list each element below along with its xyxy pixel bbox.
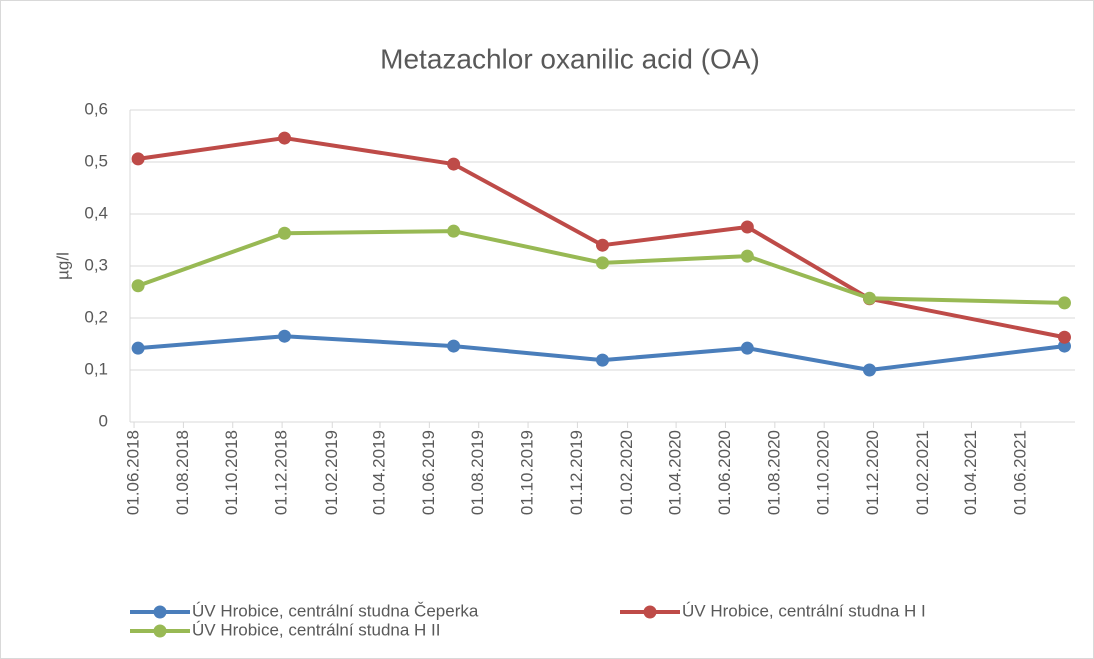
legend-marker — [643, 605, 657, 619]
legend-label: ÚV Hrobice, centrální studna H II — [192, 620, 441, 639]
x-tick-label: 01.04.2020 — [666, 430, 685, 515]
x-tick-label: 01.08.2019 — [468, 430, 487, 515]
x-tick-label: 01.08.2018 — [173, 430, 192, 515]
data-point — [596, 353, 609, 367]
x-tick-label: 01.06.2018 — [124, 430, 143, 515]
data-point — [740, 341, 754, 355]
x-tick-label: 01.02.2020 — [617, 430, 636, 515]
data-point — [862, 363, 876, 377]
x-tick-label: 01.10.2019 — [518, 430, 537, 515]
x-tick-label: 01.12.2019 — [567, 430, 586, 515]
x-tick-label: 01.06.2020 — [715, 430, 734, 515]
x-tick-label: 01.04.2019 — [369, 430, 388, 515]
data-point — [278, 131, 292, 145]
data-point — [596, 238, 609, 252]
x-tick-label: 01.06.2019 — [419, 430, 438, 515]
data-point — [740, 249, 754, 263]
x-tick-label: 01.02.2021 — [913, 430, 932, 515]
x-tick-label: 01.12.2020 — [863, 430, 882, 515]
legend-marker — [153, 605, 167, 619]
y-tick-label: 0 — [99, 411, 108, 430]
data-point — [447, 224, 461, 238]
x-tick-label: 01.10.2018 — [222, 430, 241, 515]
data-point — [278, 226, 292, 240]
y-tick-label: 0,2 — [84, 307, 108, 326]
chart-title: Metazachlor oxanilic acid (OA) — [380, 43, 760, 74]
x-tick-label: 01.02.2019 — [322, 430, 341, 515]
y-tick-label: 0,1 — [84, 359, 108, 378]
y-axis-label: µg/l — [53, 252, 72, 280]
data-point — [447, 157, 461, 171]
x-tick-label: 01.04.2021 — [961, 430, 980, 515]
data-point — [596, 256, 609, 270]
data-point — [1057, 330, 1071, 344]
y-tick-label: 0,5 — [84, 151, 108, 170]
x-tick-label: 01.10.2020 — [814, 430, 833, 515]
x-tick-label: 01.12.2018 — [272, 430, 291, 515]
y-tick-label: 0,6 — [84, 99, 108, 118]
y-tick-label: 0,3 — [84, 255, 108, 274]
data-point — [131, 279, 145, 293]
x-tick-label: 01.06.2021 — [1010, 430, 1029, 515]
data-point — [862, 291, 876, 305]
data-point — [131, 152, 145, 166]
legend-label: ÚV Hrobice, centrální studna Čeperka — [192, 601, 479, 620]
data-point — [131, 341, 145, 355]
data-point — [278, 329, 292, 343]
data-point — [740, 220, 754, 234]
y-tick-label: 0,4 — [84, 203, 108, 222]
legend-label: ÚV Hrobice, centrální studna H I — [682, 601, 926, 620]
data-point — [447, 339, 461, 353]
data-point — [1057, 296, 1071, 310]
x-tick-label: 01.08.2020 — [764, 430, 783, 515]
legend-marker — [153, 624, 167, 638]
